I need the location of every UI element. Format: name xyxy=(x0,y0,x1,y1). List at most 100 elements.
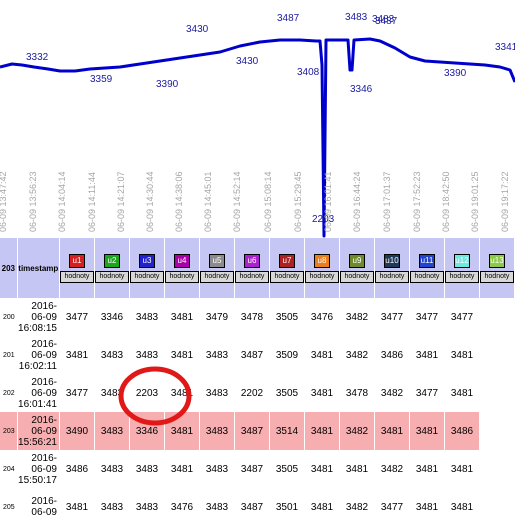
header-channel-u2: u2 hodnoty xyxy=(94,238,130,298)
cell-value: 3481 xyxy=(304,488,340,526)
channel-chip[interactable]: u1 xyxy=(68,253,85,268)
table-row[interactable]: 205 2016- 06-09 3481 3483 3483 3476 3483 3487 3… xyxy=(0,488,515,526)
hodnoty-button[interactable]: hodnoty xyxy=(339,270,374,283)
point-label: 3408 xyxy=(297,67,320,78)
header-channel-u10: u10 hodnoty xyxy=(374,238,410,298)
cell-value: 3481 xyxy=(444,488,480,526)
table-body: 200 2016- 06-09 16:08:15 3477 3346 3483 3481 3… xyxy=(0,298,515,526)
cell-value: 3477 xyxy=(444,298,480,336)
x-tick-label: 06-09 19:01:25 xyxy=(470,171,480,232)
hodnoty-button[interactable]: hodnoty xyxy=(199,270,234,283)
cell-value: 3482 xyxy=(374,450,410,488)
cell-value: 3481 xyxy=(339,450,375,488)
cell-value: 3481 xyxy=(444,450,480,488)
cell-value: 3482 xyxy=(339,488,375,526)
row-timestamp: 2016- 06-09 xyxy=(17,488,60,526)
cell-value: 3486 xyxy=(444,412,480,450)
cell-value: 3509 xyxy=(269,336,305,374)
cell-value: 3477 xyxy=(409,298,445,336)
point-label: 3483 xyxy=(345,12,368,23)
cell-value: 3483 xyxy=(94,374,130,412)
hodnoty-button[interactable]: hodnoty xyxy=(479,270,514,283)
x-tick-label: 06-09 14:11:44 xyxy=(87,172,97,232)
cell-value: 3486 xyxy=(374,336,410,374)
row-id: 202 xyxy=(0,374,18,412)
hodnoty-button[interactable]: hodnoty xyxy=(444,270,479,283)
header-channel-u8: u8 hodnoty xyxy=(304,238,340,298)
x-tick-label: 06-09 13:56:23 xyxy=(28,171,38,232)
data-table: 203 timestamp u1 hodnoty u2 hodnoty u3 hodnot… xyxy=(0,238,515,526)
cell-value: 3482 xyxy=(374,374,410,412)
cell-value: 3346 xyxy=(129,412,165,450)
hodnoty-button[interactable]: hodnoty xyxy=(304,270,339,283)
cell-value: 3481 xyxy=(164,336,200,374)
x-tick-label: 06-09 14:45:01 xyxy=(203,171,213,232)
cell-value: 3483 xyxy=(129,488,165,526)
table-row[interactable]: 200 2016- 06-09 16:08:15 3477 3346 3483 3481 3… xyxy=(0,298,515,336)
cell-value: 3482 xyxy=(339,336,375,374)
header-channel-u5: u5 hodnoty xyxy=(199,238,235,298)
point-label: 3332 xyxy=(26,52,49,63)
cell-value: 2202 xyxy=(234,374,270,412)
hodnoty-button[interactable]: hodnoty xyxy=(129,270,164,283)
channel-chip[interactable]: u10 xyxy=(383,253,400,268)
point-label: 3346 xyxy=(350,84,373,95)
table-row[interactable]: 204 2016- 06-09 15:50:17 3486 3483 3483 3481 3… xyxy=(0,450,515,488)
header-timestamp[interactable]: timestamp xyxy=(17,238,60,298)
cell-value: 3483 xyxy=(129,298,165,336)
cell-value: 3483 xyxy=(94,450,130,488)
hodnoty-button[interactable]: hodnoty xyxy=(59,270,94,283)
cell-value: 3477 xyxy=(409,374,445,412)
channel-chip[interactable]: u5 xyxy=(208,253,225,268)
cell-value: 3505 xyxy=(269,374,305,412)
row-timestamp: 2016- 06-09 16:08:15 xyxy=(17,298,60,336)
point-label: 3390 xyxy=(444,68,467,79)
cell-value: 3481 xyxy=(409,412,445,450)
cell-value: 3483 xyxy=(199,374,235,412)
cell-value: 3483 xyxy=(94,412,130,450)
channel-chip[interactable]: u8 xyxy=(313,253,330,268)
header-channel-u3: u3 hodnoty xyxy=(129,238,165,298)
cell-value: 3487 xyxy=(234,412,270,450)
channel-chip[interactable]: u2 xyxy=(103,253,120,268)
cell-value: 3481 xyxy=(444,374,480,412)
cell-value: 3482 xyxy=(339,412,375,450)
cell-value: 3486 xyxy=(59,450,95,488)
hodnoty-button[interactable]: hodnoty xyxy=(269,270,304,283)
x-tick-label: 06-09 14:30:44 xyxy=(145,171,155,232)
table-row[interactable]: 203 2016- 06-09 15:56:21 3490 3483 3346 3481 3… xyxy=(0,412,515,450)
cell-value: 3481 xyxy=(304,336,340,374)
hodnoty-button[interactable]: hodnoty xyxy=(164,270,199,283)
channel-chip[interactable]: u12 xyxy=(453,253,470,268)
channel-chip[interactable]: u3 xyxy=(138,253,155,268)
header-channel-u7: u7 hodnoty xyxy=(269,238,305,298)
cell-value: 3478 xyxy=(234,298,270,336)
header-channel-u12: u12 hodnoty xyxy=(444,238,480,298)
hodnoty-button[interactable]: hodnoty xyxy=(409,270,444,283)
channel-chip[interactable]: u4 xyxy=(173,253,190,268)
cell-value: 3505 xyxy=(269,450,305,488)
cell-value: 3487 xyxy=(234,336,270,374)
cell-value: 3483 xyxy=(199,450,235,488)
x-tick-label: 06-09 19:17:22 xyxy=(500,171,510,232)
table-header-row: 203 timestamp u1 hodnoty u2 hodnoty u3 hodnot… xyxy=(0,238,515,298)
hodnoty-button[interactable]: hodnoty xyxy=(94,270,129,283)
cell-value: 3505 xyxy=(269,298,305,336)
channel-chip[interactable]: u11 xyxy=(418,253,435,268)
point-label: 3483 xyxy=(372,14,395,25)
table-row[interactable]: 202 2016- 06-09 16:01:41 3477 3483 2203 3481 3… xyxy=(0,374,515,412)
cell-value: 3481 xyxy=(409,488,445,526)
row-timestamp: 2016- 06-09 15:56:21 xyxy=(17,412,60,450)
channel-chip[interactable]: u13 xyxy=(488,253,505,268)
channel-chip[interactable]: u7 xyxy=(278,253,295,268)
cell-value: 3346 xyxy=(94,298,130,336)
cell-value: 3501 xyxy=(269,488,305,526)
hodnoty-button[interactable]: hodnoty xyxy=(234,270,269,283)
hodnoty-button[interactable]: hodnoty xyxy=(374,270,409,283)
channel-chip[interactable]: u6 xyxy=(243,253,260,268)
row-id: 201 xyxy=(0,336,18,374)
cell-value: 3487 xyxy=(234,450,270,488)
table-row[interactable]: 201 2016- 06-09 16:02:11 3481 3483 3483 3481 3… xyxy=(0,336,515,374)
channel-chip[interactable]: u9 xyxy=(348,253,365,268)
